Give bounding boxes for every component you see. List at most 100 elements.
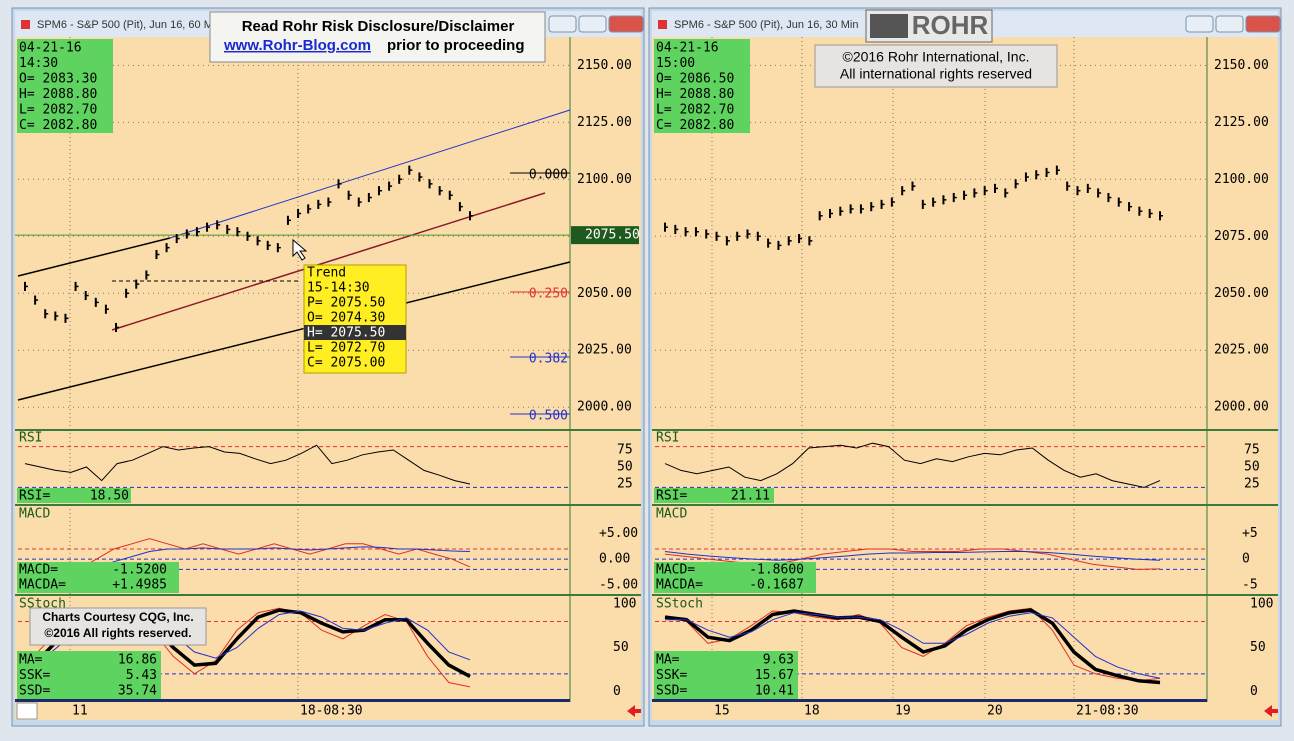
window-button[interactable] bbox=[548, 15, 577, 33]
copyright-box bbox=[814, 44, 1058, 88]
panel-label: RSI bbox=[656, 431, 679, 446]
readout-box bbox=[654, 488, 774, 503]
close-button[interactable] bbox=[608, 15, 644, 33]
readout-text: C= 2082.80 bbox=[19, 118, 97, 133]
y-tick-label: 50 bbox=[613, 640, 629, 655]
price-bar bbox=[736, 231, 741, 241]
readout-label: SSD= bbox=[19, 684, 50, 699]
readout-value: 15.67 bbox=[755, 668, 794, 683]
price-bar bbox=[746, 229, 751, 239]
time-label: 19 bbox=[895, 704, 911, 719]
readout-box bbox=[17, 488, 131, 503]
price-bar bbox=[367, 192, 372, 203]
time-label: 21-08:30 bbox=[1076, 704, 1139, 719]
panel-label: MACD bbox=[656, 507, 687, 522]
fib-label: 0.000 bbox=[529, 168, 568, 183]
price-bar bbox=[1055, 165, 1060, 175]
price-bar bbox=[963, 190, 968, 200]
price-bar bbox=[705, 229, 710, 239]
readout-label: MACDA= bbox=[19, 578, 66, 593]
readout-label: RSI= bbox=[656, 489, 687, 504]
readout-value: 18.50 bbox=[90, 489, 129, 504]
time-strip bbox=[15, 699, 570, 702]
price-bar bbox=[357, 197, 362, 207]
close-button[interactable] bbox=[1245, 15, 1281, 33]
window-title: SPM6 - S&P 500 (Pit), Jun 16, 30 Min bbox=[674, 19, 858, 31]
scroll-arrow[interactable] bbox=[1264, 705, 1278, 717]
price-bar bbox=[1076, 186, 1081, 196]
readout-box bbox=[17, 39, 113, 133]
price-bar bbox=[135, 279, 140, 289]
price-bar bbox=[921, 199, 926, 209]
trend-highlight bbox=[304, 325, 406, 340]
price-bar bbox=[901, 186, 906, 196]
y-tick-label: 2150.00 bbox=[577, 58, 632, 73]
logo-mark bbox=[870, 14, 908, 38]
window-icon bbox=[21, 20, 30, 29]
trend-text: C= 2075.00 bbox=[307, 356, 385, 371]
readout-label: MACDA= bbox=[656, 578, 703, 593]
readout-text: H= 2088.80 bbox=[656, 87, 734, 102]
banner-text: prior to proceeding bbox=[387, 37, 525, 54]
window-button[interactable] bbox=[1215, 15, 1244, 33]
price-bar bbox=[1035, 170, 1040, 180]
window-button[interactable] bbox=[1185, 15, 1214, 33]
price-bar bbox=[438, 186, 443, 196]
price-bar bbox=[428, 179, 433, 189]
y-tick-label: 0 bbox=[1242, 552, 1250, 567]
readout-value: 10.41 bbox=[755, 684, 794, 699]
trend-text: H= 2075.50 bbox=[307, 326, 385, 341]
readout-text: 04-21-16 bbox=[656, 41, 719, 56]
copyright-text: All international rights reserved bbox=[840, 66, 1032, 82]
price-bar bbox=[870, 202, 875, 212]
price-bar bbox=[767, 238, 772, 248]
readout-value: -1.5200 bbox=[112, 563, 167, 578]
readout-value: 5.43 bbox=[126, 668, 157, 683]
rsi-line bbox=[664, 442, 1161, 488]
price-bar bbox=[236, 227, 241, 237]
readout-label: SSD= bbox=[656, 684, 687, 699]
price-bar bbox=[859, 204, 864, 214]
y-tick-label: 2100.00 bbox=[1214, 172, 1269, 187]
macd-line bbox=[664, 551, 1161, 561]
readout-text: 04-21-16 bbox=[19, 41, 82, 56]
readout-text: O= 2086.50 bbox=[656, 72, 734, 87]
y-tick-label: 2150.00 bbox=[1214, 58, 1269, 73]
price-bar bbox=[808, 236, 813, 246]
fib-label: 0.250 bbox=[529, 287, 568, 302]
scroll-box[interactable] bbox=[16, 702, 38, 720]
price-bar bbox=[1128, 202, 1133, 212]
y-tick-label: 0.00 bbox=[599, 552, 630, 567]
scroll-arrow[interactable] bbox=[627, 705, 641, 717]
price-bar bbox=[818, 211, 823, 221]
price-bar bbox=[307, 204, 312, 214]
credit-text: ©2016 All rights reserved. bbox=[44, 626, 191, 640]
readout-text: O= 2083.30 bbox=[19, 72, 97, 87]
channel-line bbox=[17, 237, 171, 277]
y-tick-label: 75 bbox=[617, 443, 633, 458]
banner-link[interactable]: www.Rohr-Blog.com bbox=[223, 37, 371, 54]
cursor bbox=[292, 238, 308, 261]
time-label: 18-08:30 bbox=[300, 704, 363, 719]
y-tick-label: 2050.00 bbox=[577, 286, 632, 301]
price-bar bbox=[932, 197, 937, 207]
readout-box bbox=[17, 562, 179, 593]
time-label: 15 bbox=[714, 704, 730, 719]
y-tick-label: 75 bbox=[1244, 443, 1260, 458]
time-label: 20 bbox=[987, 704, 1003, 719]
y-tick-label: 50 bbox=[617, 460, 633, 475]
price-bar bbox=[1004, 188, 1009, 198]
price-bar bbox=[54, 311, 59, 321]
banner-title: Read Rohr Risk Disclosure/Disclaimer bbox=[242, 18, 515, 35]
readout-text: L= 2082.70 bbox=[656, 103, 734, 118]
readout-label: SSK= bbox=[19, 668, 50, 683]
y-tick-label: 2125.00 bbox=[1214, 115, 1269, 130]
price-bar bbox=[327, 197, 332, 207]
panel-label: MACD bbox=[19, 507, 50, 522]
window-button[interactable] bbox=[578, 15, 607, 33]
price-bar bbox=[725, 236, 730, 246]
price-bar bbox=[448, 190, 453, 200]
y-tick-label: 2075.00 bbox=[1214, 229, 1269, 244]
readout-box bbox=[654, 562, 816, 593]
window-icon bbox=[658, 20, 667, 29]
